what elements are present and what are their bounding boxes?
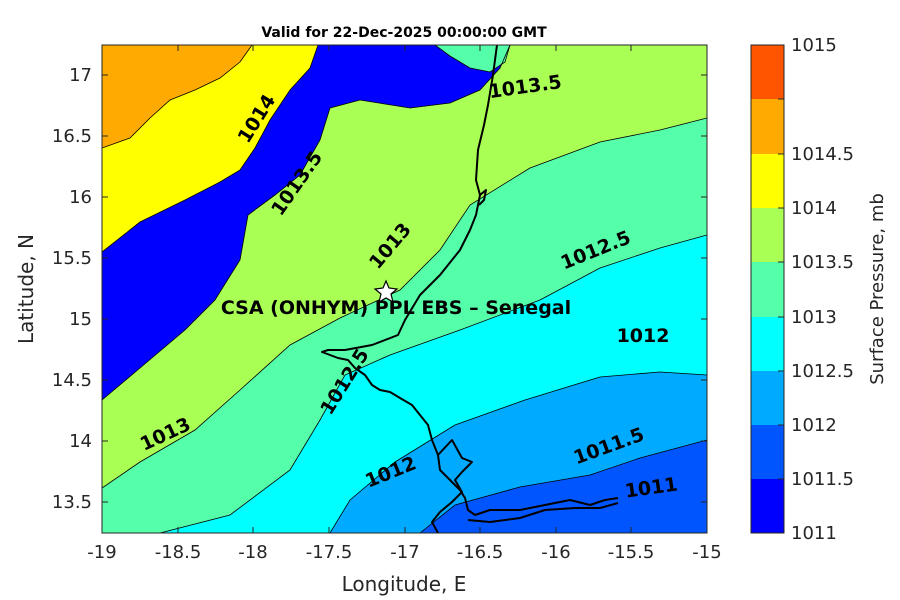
y-tick-label: 14 [69, 431, 92, 452]
colorbar-tick-label: 1012 [791, 415, 837, 436]
colorbar-swatch [751, 208, 784, 262]
colorbar-swatch [751, 262, 784, 317]
y-tick-label: 16 [69, 187, 92, 208]
x-tick-label: -19 [87, 542, 116, 563]
colorbar-tick-marks [778, 44, 784, 534]
x-tick-label: -18 [238, 542, 267, 563]
band-pocket-top [435, 45, 510, 72]
coastline [321, 45, 619, 516]
y-axis: 13.5 14 14.5 15 15.5 16 16.5 17 Latitude… [14, 65, 707, 513]
colorbar-swatch [751, 99, 784, 154]
colorbar-tick-label: 1013.5 [791, 252, 854, 273]
colorbar-tick-label: 1011 [791, 523, 837, 544]
x-axis: -19 -18.5 -18 -17.5 -17 -16.5 -16 -15.5 … [87, 45, 722, 596]
band-1013-1013.5 [102, 45, 707, 488]
x-tick-label: -16 [541, 542, 570, 563]
colorbar-frame [750, 44, 785, 534]
y-tick-label: 16.5 [52, 126, 92, 147]
y-tick-label: 15.5 [52, 248, 92, 269]
map-plot-area: 1014 1013.5 1013.5 1013 1012.5 1012 1012… [102, 45, 707, 533]
band-1011.5-1012 [330, 372, 707, 533]
band-1012.5-1013 [102, 118, 707, 533]
y-tick-label: 15 [69, 309, 92, 330]
x-tick-marks [101, 45, 708, 533]
y-tick-label: 14.5 [52, 370, 92, 391]
colorbar-swatch [751, 317, 784, 371]
colorbar-tick-label: 1011.5 [791, 469, 854, 490]
band-1014-1014.5 [102, 45, 252, 148]
colorbar-swatch [751, 154, 784, 208]
contour-lines [102, 45, 707, 533]
colorbar-swatch [751, 479, 784, 533]
site-marker: CSA (ONHYM) PPL EBS – Senegal [221, 279, 571, 319]
star-icon [373, 279, 399, 304]
colorbar-tick-label: 1014 [791, 198, 837, 219]
x-tick-label: -17 [390, 542, 419, 563]
gambia-border [431, 439, 473, 533]
x-axis-label: Longitude, E [342, 572, 467, 596]
y-tick-label: 13.5 [52, 492, 92, 513]
colorbar-tick-label: 1012.5 [791, 361, 854, 382]
y-tick-marks [102, 74, 707, 503]
band-1012-1012.5 [160, 235, 707, 533]
colorbar-tick-label: 1013 [791, 307, 837, 328]
border-south [467, 502, 619, 523]
x-tick-label: -16.5 [457, 542, 504, 563]
figure-title: Valid for 22-Dec-2025 00:00:00 GMT [261, 25, 547, 41]
y-tick-label: 17 [69, 65, 92, 86]
x-tick-label: -15.5 [608, 542, 655, 563]
x-tick-label: -15 [692, 542, 721, 563]
x-tick-label: -17.5 [306, 542, 353, 563]
colorbar-tick-label: 1014.5 [791, 144, 854, 165]
site-label: CSA (ONHYM) PPL EBS – Senegal [221, 297, 571, 319]
colorbar-swatch [751, 45, 784, 99]
coastline-borders [321, 45, 619, 533]
colorbar-label: Surface Pressure, mb [867, 193, 888, 385]
colorbar: 1011 1011.5 1012 1012.5 1013 1013.5 1014… [750, 35, 888, 544]
x-tick-label: -18.5 [155, 542, 202, 563]
colorbar-swatch [751, 371, 784, 425]
colorbar-tick-label: 1015 [791, 35, 837, 56]
contour-label-1012-east: 1012 [617, 325, 670, 347]
colorbar-swatch [751, 425, 784, 479]
y-axis-label: Latitude, N [14, 234, 38, 344]
border-north [478, 189, 487, 206]
